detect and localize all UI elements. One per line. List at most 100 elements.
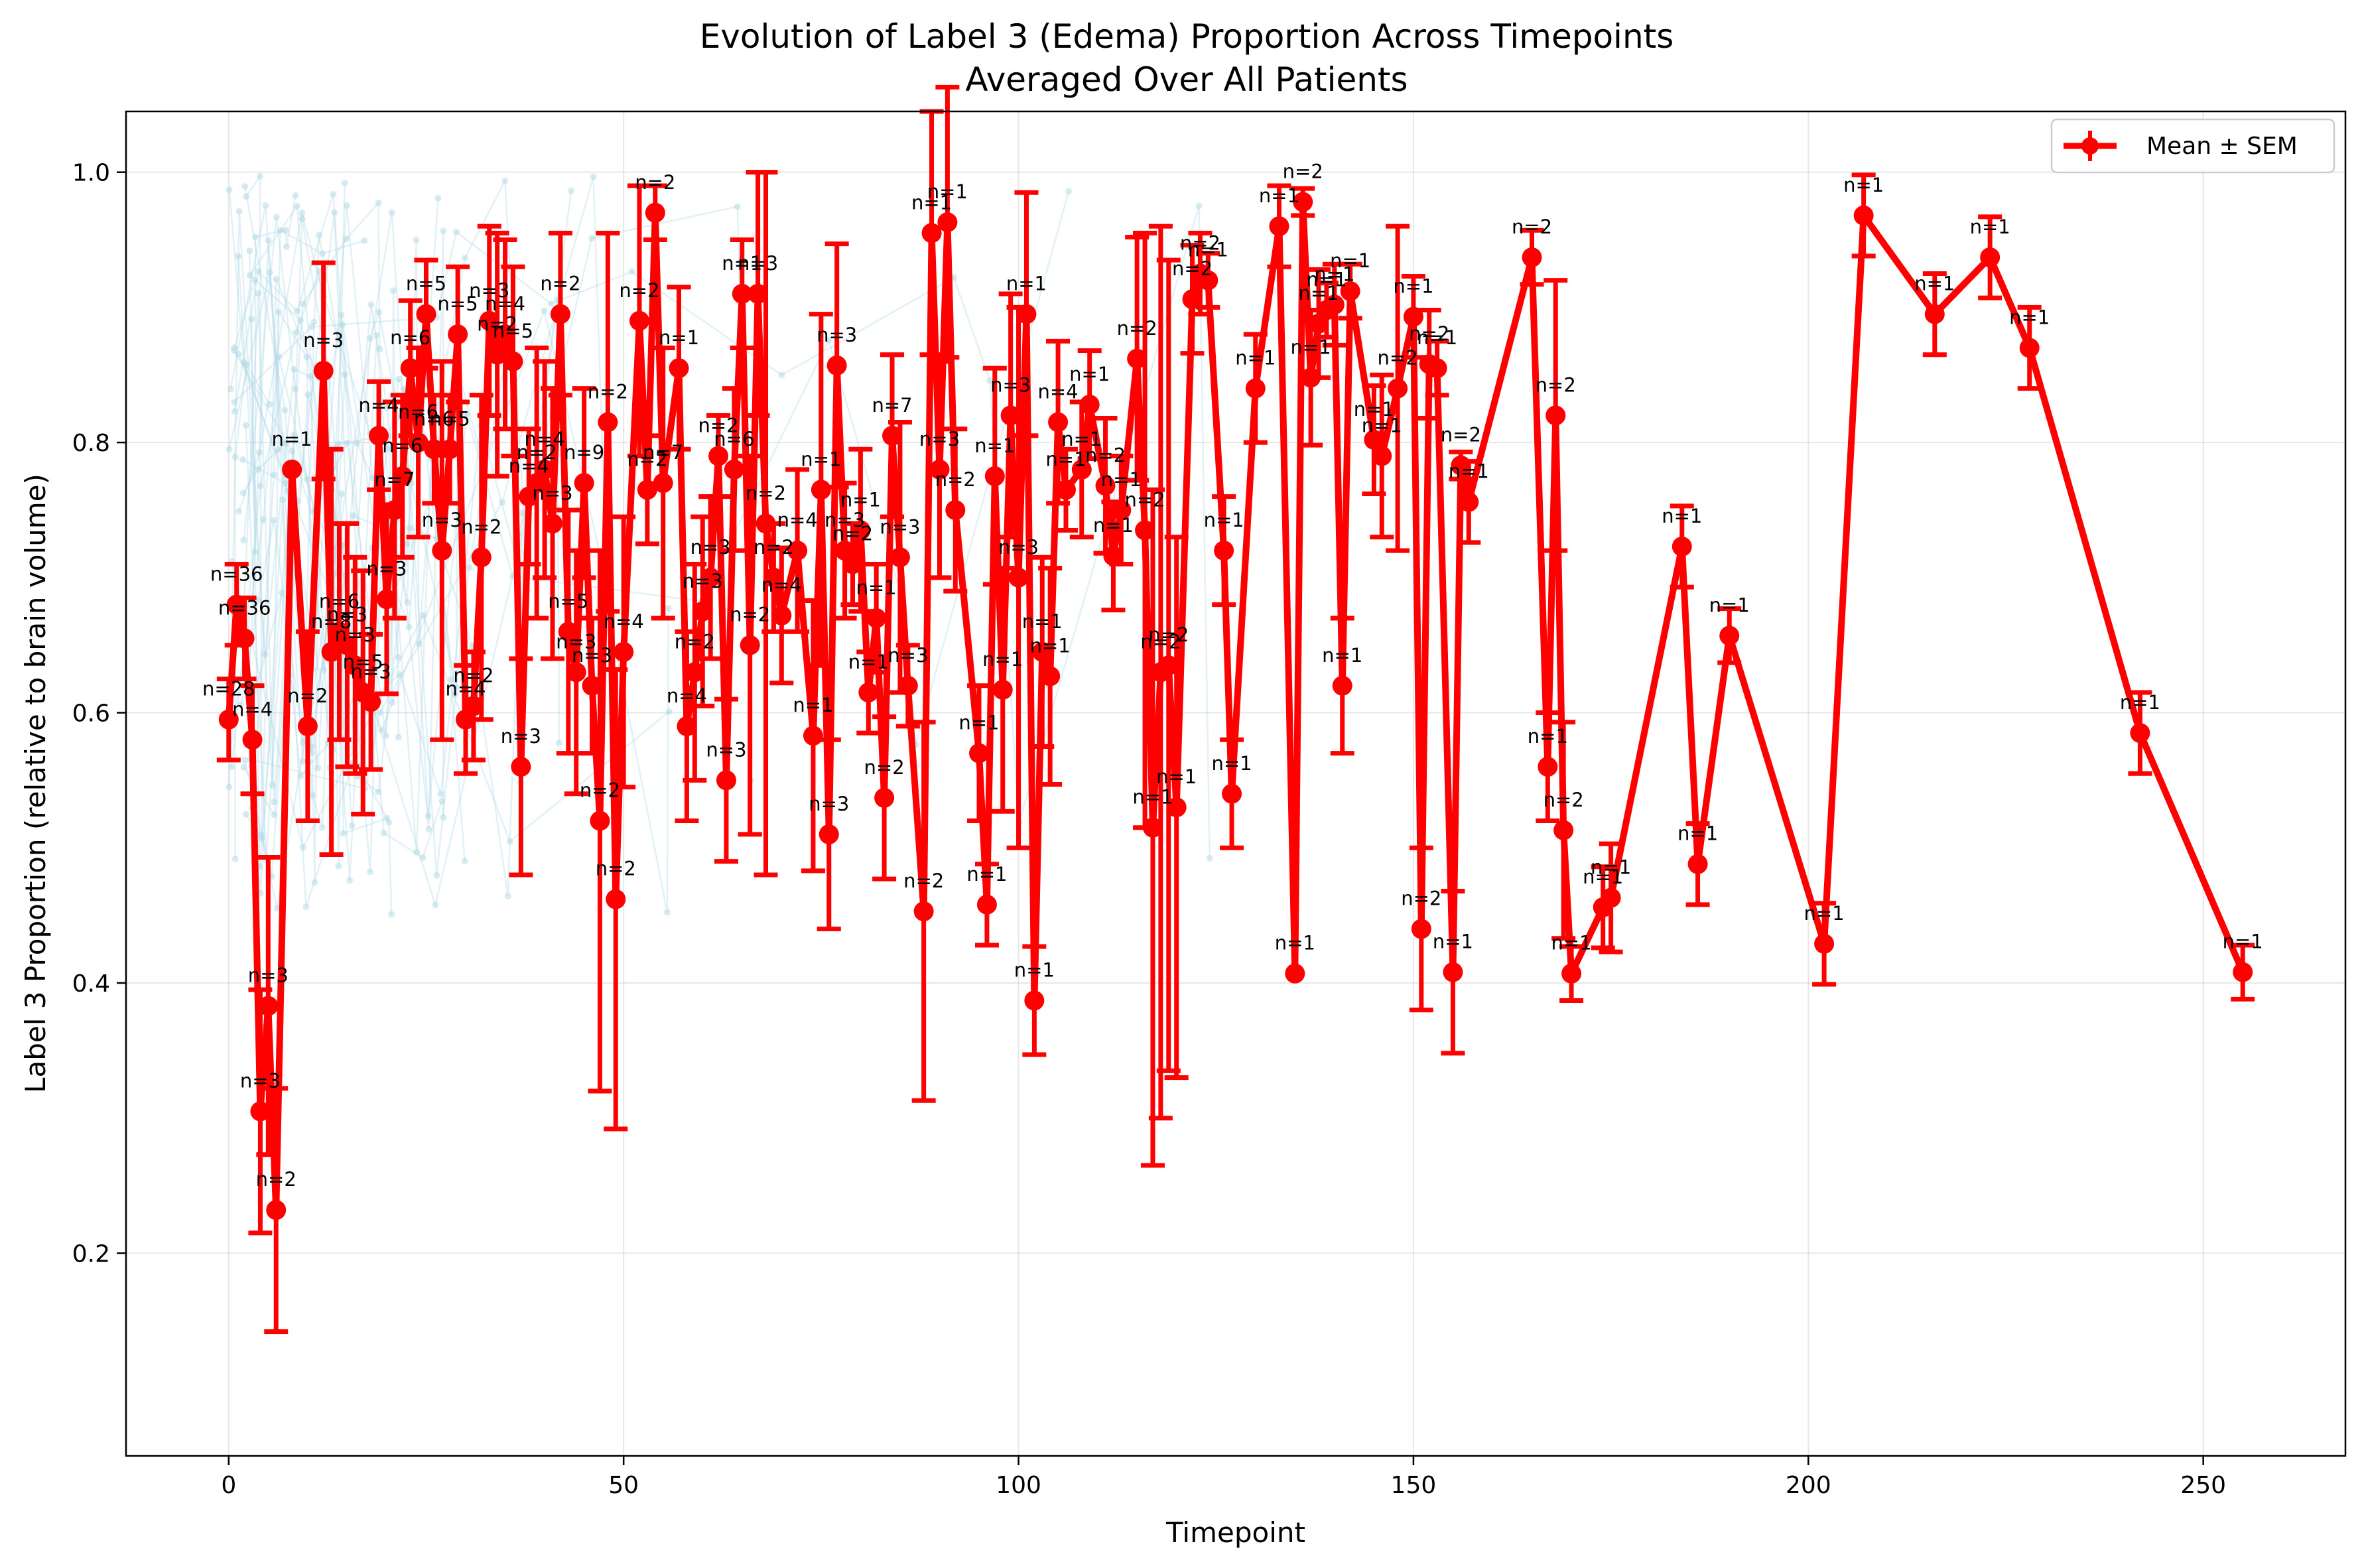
n-label: n=6: [390, 326, 430, 349]
mean-point: [787, 541, 808, 561]
patient-point: [251, 548, 259, 555]
mean-point: [866, 608, 887, 628]
patient-point: [293, 328, 300, 336]
mean-point: [463, 696, 484, 716]
n-label: n=7: [643, 441, 683, 464]
n-label: n=3: [683, 570, 723, 592]
n-label: n=28: [202, 678, 255, 700]
patient-point: [434, 194, 442, 202]
n-label: n=1: [840, 489, 881, 511]
patient-point: [568, 187, 575, 194]
mean-line: [225, 198, 2246, 1214]
n-label: n=1: [1156, 765, 1197, 788]
mean-point: [440, 439, 460, 460]
patient-point: [231, 453, 239, 460]
mean-point: [361, 692, 381, 712]
patient-point: [299, 758, 306, 765]
patient-trajectory: [249, 195, 296, 552]
patient-point: [297, 773, 304, 780]
mean-point: [266, 1200, 287, 1220]
mean-point: [1032, 641, 1053, 662]
mean-point: [1672, 536, 1692, 556]
patient-point: [226, 186, 233, 194]
mean-point: [369, 425, 389, 446]
patient-point: [590, 173, 597, 180]
patient-point: [299, 738, 306, 746]
patient-point: [304, 391, 312, 399]
legend-box: [2050, 118, 2335, 174]
patient-point: [266, 401, 273, 408]
patient-point: [342, 235, 350, 243]
n-label: n=3: [501, 725, 541, 748]
n-label: n=36: [218, 597, 271, 620]
mean-point: [1403, 306, 1423, 327]
patient-point: [406, 524, 413, 531]
patient-point: [1195, 202, 1203, 210]
n-label: n=9: [564, 441, 604, 464]
mean-point: [700, 567, 721, 588]
patient-point: [255, 466, 262, 473]
patient-point: [403, 541, 411, 548]
patient-point: [265, 237, 272, 244]
n-label: n=1: [1101, 468, 1142, 491]
mean-point: [1545, 405, 1566, 426]
n-label: n=1: [1259, 184, 1299, 207]
patient-point: [251, 277, 259, 284]
mean-point: [448, 324, 468, 345]
n-label: n=3: [824, 509, 865, 531]
patient-point: [461, 255, 468, 262]
patient-point: [235, 508, 243, 515]
n-label: n=1: [1030, 635, 1071, 657]
patient-point: [308, 323, 315, 330]
mean-points: [218, 192, 2253, 1220]
mean-point: [1324, 294, 1345, 315]
mean-point: [1079, 395, 1100, 415]
n-label: n=2: [903, 870, 944, 892]
patient-point: [269, 781, 276, 789]
mean-point: [1008, 567, 1029, 588]
n-label: n=5: [430, 407, 470, 430]
patient-point: [230, 347, 237, 354]
n-label: n=1: [1677, 822, 1718, 845]
mean-point: [1016, 304, 1037, 324]
n-label: n=2: [635, 171, 675, 194]
mean-point: [337, 635, 358, 655]
mean-point: [976, 894, 997, 915]
patient-point: [588, 235, 596, 242]
mean-point: [1135, 520, 1155, 541]
n-label: n=6: [382, 434, 423, 457]
mean-point: [558, 621, 578, 642]
n-label: n=5: [548, 590, 588, 612]
mean-point: [945, 499, 966, 520]
patient-point: [350, 512, 357, 519]
mean-point: [842, 554, 863, 574]
patient-point: [240, 763, 247, 771]
mean-point: [685, 662, 705, 683]
mean-point: [1222, 783, 1242, 804]
patient-point: [319, 250, 326, 257]
patient-point: [541, 307, 548, 314]
patient-point: [270, 517, 277, 524]
patient-point: [348, 822, 356, 830]
x-tick-label: 150: [1391, 1472, 1437, 1499]
mean-point: [1293, 192, 1313, 212]
patient-point: [258, 835, 265, 842]
patient-point: [734, 203, 741, 210]
patient-point: [266, 269, 273, 276]
mean-point: [874, 787, 895, 808]
patient-point: [380, 829, 387, 836]
patient-point: [255, 290, 262, 297]
patient-point: [277, 227, 284, 234]
n-label: n=1: [1528, 725, 1568, 748]
patient-point: [256, 172, 263, 180]
patient-point: [303, 354, 310, 361]
mean-point: [929, 459, 950, 480]
mean-point: [503, 351, 523, 371]
mean-point: [416, 304, 436, 324]
axis-ticks: 0 50 100 150 200 250 0.2 0.4 0.6 0.8 1.0: [72, 160, 2226, 1499]
patient-point: [361, 237, 368, 245]
y-tick-label: 0.8: [72, 430, 110, 457]
patient-point: [501, 177, 509, 184]
n-label: n=3: [880, 515, 920, 538]
n-label: n=1: [2120, 691, 2160, 714]
